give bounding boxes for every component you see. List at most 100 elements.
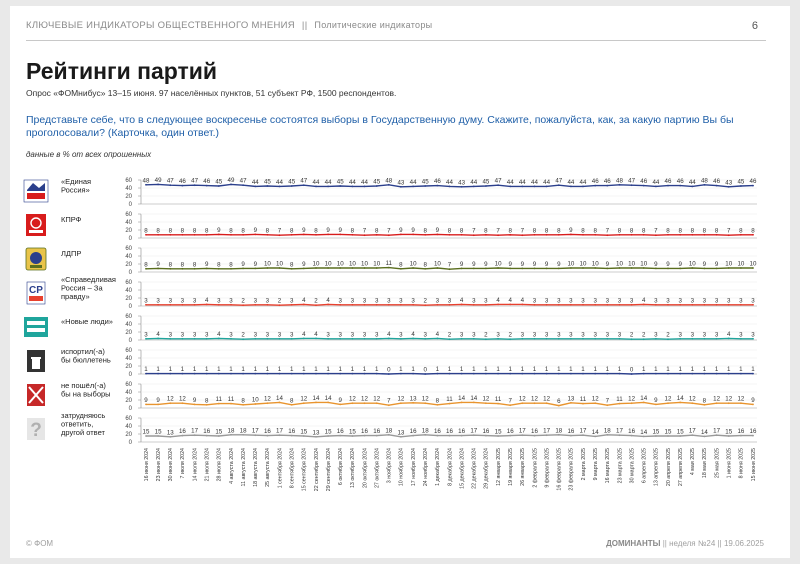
data-point-6-7	[230, 402, 232, 405]
data-point-6-35	[570, 401, 572, 404]
data-label-3-6: 3	[217, 297, 221, 304]
data-label-4-9: 3	[254, 331, 258, 338]
data-label-3-24: 3	[436, 297, 440, 304]
data-point-0-37	[594, 184, 597, 187]
data-label-7-25: 16	[446, 428, 453, 435]
data-label-5-35: 1	[569, 366, 573, 373]
y-tick-label-3-40: 40	[125, 288, 132, 294]
y-tick-label-1-60: 60	[125, 212, 132, 218]
data-label-7-49: 16	[737, 428, 744, 435]
data-label-3-29: 4	[496, 297, 500, 304]
data-label-4-34: 3	[557, 331, 561, 338]
data-point-6-24	[436, 403, 439, 406]
data-point-0-12	[290, 185, 293, 187]
data-point-6-19	[375, 402, 378, 405]
data-label-5-14: 1	[314, 366, 318, 373]
data-point-1-29	[497, 234, 499, 237]
data-label-1-0: 8	[144, 227, 148, 234]
data-point-5-24	[436, 372, 439, 375]
x-tick-label-9: 18 августа 2024	[253, 448, 259, 487]
data-label-5-44: 1	[678, 366, 682, 373]
data-point-4-4	[193, 337, 196, 340]
data-point-5-20	[387, 373, 390, 375]
data-point-1-0	[145, 233, 147, 236]
data-label-2-38: 9	[606, 261, 610, 268]
data-point-7-33	[545, 434, 548, 437]
data-label-3-4: 3	[193, 297, 197, 304]
data-label-2-20: 11	[386, 260, 393, 267]
data-label-0-37: 46	[592, 178, 599, 185]
data-label-6-3: 12	[179, 396, 186, 403]
data-point-6-20	[387, 404, 390, 407]
data-point-0-46	[703, 183, 706, 186]
y-tick-label-4-20: 20	[125, 330, 132, 336]
data-label-7-11: 17	[276, 428, 283, 435]
data-point-2-22	[412, 267, 414, 269]
data-point-7-42	[655, 435, 657, 437]
data-label-4-50: 3	[751, 331, 755, 338]
header-section: КЛЮЧЕВЫЕ ИНДИКАТОРЫ ОБЩЕСТВЕННОГО МНЕНИЯ	[26, 20, 295, 31]
series-label-1-line-0: КПРФ	[61, 215, 82, 224]
data-point-1-11	[278, 234, 281, 237]
data-label-5-31: 1	[521, 366, 525, 373]
footer-separator: ||	[662, 539, 667, 548]
data-label-6-35: 13	[567, 395, 574, 402]
data-label-1-44: 8	[678, 227, 682, 234]
data-point-4-39	[618, 337, 621, 340]
data-label-4-44: 3	[678, 331, 682, 338]
data-label-6-32: 12	[531, 396, 538, 403]
data-label-1-21: 9	[399, 227, 403, 234]
data-label-0-13: 47	[300, 178, 307, 185]
data-point-2-50	[752, 267, 754, 269]
data-point-4-12	[290, 337, 293, 340]
data-point-5-40	[630, 373, 633, 375]
data-point-4-5	[205, 337, 208, 340]
data-point-4-16	[339, 337, 342, 340]
data-point-3-13	[302, 303, 305, 306]
data-label-7-9: 17	[252, 428, 259, 435]
data-point-1-3	[181, 233, 184, 236]
data-label-1-28: 8	[484, 227, 488, 234]
data-point-7-14	[315, 435, 317, 438]
data-point-3-11	[278, 304, 281, 307]
data-label-3-41: 4	[642, 297, 646, 304]
data-point-5-13	[302, 372, 305, 375]
y-tick-label-6-60: 60	[125, 382, 132, 388]
data-point-5-21	[400, 372, 402, 375]
y-tick-label-3-60: 60	[125, 280, 132, 286]
data-point-6-25	[448, 402, 451, 405]
data-label-2-13: 9	[302, 261, 306, 268]
data-label-2-41: 10	[640, 261, 647, 268]
data-label-7-31: 17	[519, 428, 526, 435]
data-point-4-44	[679, 337, 682, 340]
x-tick-label-47: 25 мая 2025	[714, 448, 720, 478]
data-label-6-13: 12	[300, 396, 307, 403]
y-tick-label-1-20: 20	[125, 228, 132, 234]
data-label-3-12: 3	[290, 297, 294, 304]
data-point-5-8	[242, 372, 245, 375]
data-label-7-2: 13	[167, 429, 174, 436]
data-point-5-27	[472, 372, 475, 375]
data-label-7-39: 17	[616, 428, 623, 435]
data-label-0-41: 46	[640, 178, 647, 185]
data-label-1-50: 8	[751, 227, 755, 234]
x-tick-label-27: 22 декабря 2024	[472, 448, 478, 489]
series-label-5-line-0: испортил(-а)	[61, 347, 105, 356]
x-tick-label-36: 2 марта 2025	[581, 448, 587, 480]
data-point-3-42	[655, 303, 657, 306]
x-tick-label-48: 1 июня 2025	[727, 448, 733, 478]
data-label-3-0: 3	[144, 297, 148, 304]
data-label-0-20: 48	[385, 177, 392, 184]
data-label-5-13: 1	[302, 366, 306, 373]
data-point-0-27	[472, 185, 475, 188]
data-point-3-27	[472, 303, 475, 306]
data-label-5-46: 1	[703, 366, 707, 373]
header-separator: ||	[301, 20, 308, 31]
data-point-5-39	[618, 372, 621, 375]
data-point-1-27	[472, 234, 475, 237]
data-point-2-8	[242, 267, 245, 270]
data-label-1-2: 8	[169, 227, 173, 234]
data-point-0-1	[157, 183, 160, 186]
data-label-5-12: 1	[290, 366, 294, 373]
data-label-6-48: 12	[725, 396, 732, 403]
